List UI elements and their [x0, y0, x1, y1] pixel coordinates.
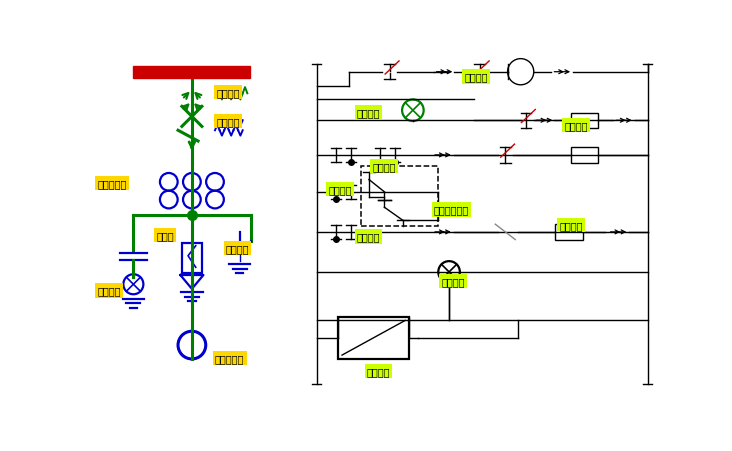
Text: 遮雷器: 遮雷器 [157, 230, 174, 240]
Bar [571, 148, 599, 163]
Text: 带电显示: 带电显示 [97, 286, 121, 296]
Text: 分闸弹簧: 分闸弹簧 [217, 117, 240, 127]
Text: 零序互感器: 零序互感器 [215, 354, 244, 364]
Bar [556, 225, 583, 240]
Text: 远方允许: 远方允许 [328, 184, 351, 194]
Text: 储能弹簧: 储能弹簧 [217, 87, 240, 97]
Text: 远方合、分闸: 远方合、分闸 [433, 205, 469, 215]
Text: 本地合闸: 本地合闸 [372, 161, 395, 171]
Bar [362, 167, 438, 226]
Text: 储能电机: 储能电机 [465, 72, 488, 82]
Text: 保护出口: 保护出口 [367, 367, 390, 377]
Bar [338, 317, 409, 359]
Text: 接地开关: 接地开关 [225, 244, 250, 253]
Bar [182, 244, 202, 273]
Bar [571, 113, 599, 129]
Text: 合闸线圈: 合闸线圈 [564, 121, 588, 131]
Text: 本地分闸: 本地分闸 [356, 232, 380, 242]
Text: 分闸指示: 分闸指示 [356, 108, 380, 118]
Bar [133, 66, 250, 79]
Text: 合闸指示: 合闸指示 [441, 276, 465, 286]
Text: 电流互感器: 电流互感器 [97, 178, 127, 188]
Text: 分闸线圈: 分闸线圈 [559, 221, 583, 230]
